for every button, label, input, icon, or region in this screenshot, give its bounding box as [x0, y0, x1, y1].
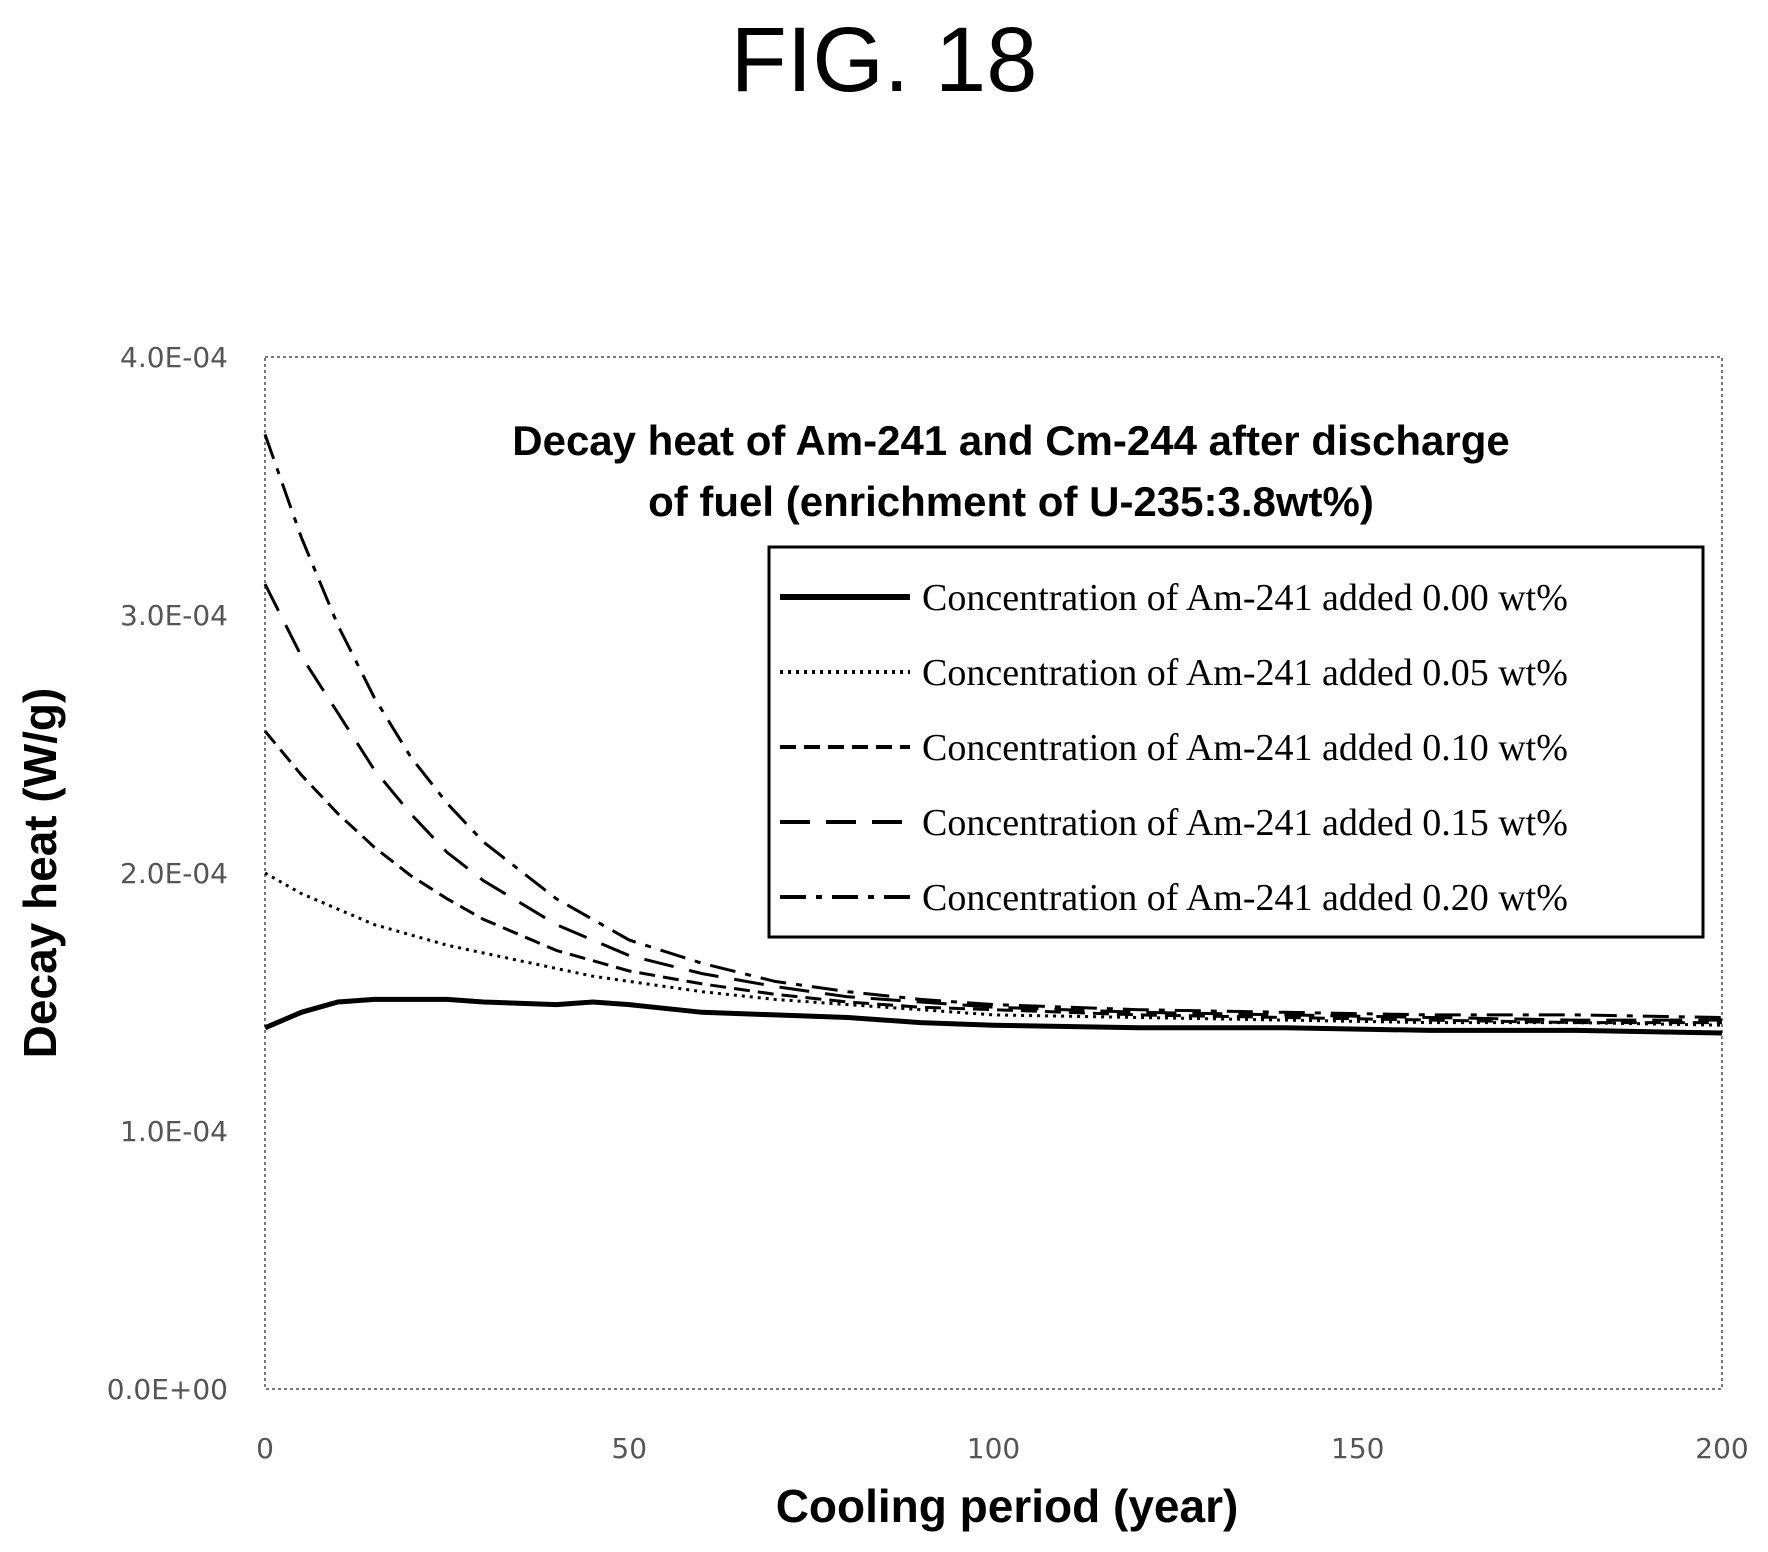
legend-items: Concentration of Am-241 added 0.00 wt% Co…	[780, 577, 1568, 919]
x-axis-label: Cooling period (year)	[776, 1480, 1239, 1532]
y-tick-label: 1.0E-04	[120, 1115, 228, 1148]
legend-label-2: Concentration of Am-241 added 0.10 wt%	[922, 727, 1568, 769]
y-tick-label: 0.0E+00	[107, 1373, 228, 1406]
x-tick-label: 0	[256, 1432, 274, 1465]
y-tick-label: 2.0E-04	[120, 857, 228, 890]
x-tick-label: 150	[1331, 1432, 1384, 1465]
x-tick-label: 50	[611, 1432, 647, 1465]
series-line-3	[263, 583, 1722, 1022]
x-tick-label: 100	[967, 1432, 1020, 1465]
legend-label-0: Concentration of Am-241 added 0.00 wt%	[922, 577, 1568, 619]
chart-title-line-1: Decay heat of Am-241 and Cm-244 after di…	[512, 417, 1509, 464]
legend-label-1: Concentration of Am-241 added 0.05 wt%	[922, 652, 1568, 694]
series-line-0	[264, 996, 1723, 1036]
y-tick-label: 4.0E-04	[120, 341, 228, 374]
legend-label-4: Concentration of Am-241 added 0.20 wt%	[922, 877, 1568, 919]
legend-label-3: Concentration of Am-241 added 0.15 wt%	[922, 802, 1568, 844]
series-layer	[263, 433, 1723, 1036]
y-tick-label: 3.0E-04	[120, 599, 228, 632]
legend-box	[767, 545, 1705, 939]
y-axis-label: Decay heat (W/g)	[14, 688, 66, 1059]
x-tick-label: 200	[1695, 1432, 1748, 1465]
figure-label: FIG. 18	[730, 9, 1038, 111]
series-line-4	[263, 433, 1723, 1019]
tick-layer: 0 50 100 150 200 0.0E+00 1.0E-04 2.0E-04 3.0E-04…	[107, 341, 1749, 1465]
legend: Concentration of Am-241 added 0.00 wt% Co…	[767, 545, 1705, 939]
chart-title-line-2: of fuel (enrichment of U-235:3.8wt%)	[648, 478, 1374, 525]
series-line-2	[263, 730, 1722, 1025]
